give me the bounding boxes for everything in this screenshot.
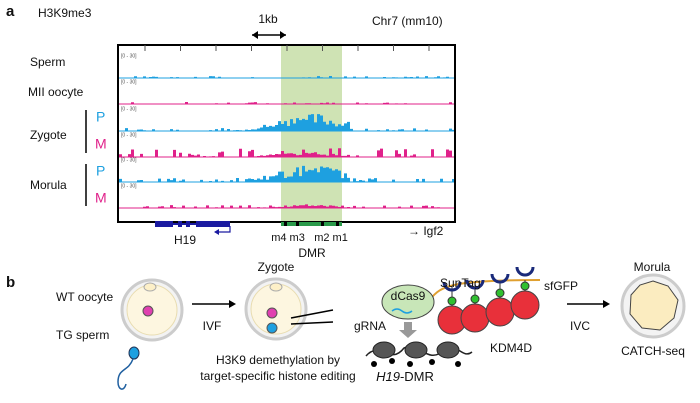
- antibody: [442, 281, 462, 292]
- track-signal: [119, 102, 455, 104]
- neighbor-label: → Igf2: [408, 224, 444, 238]
- sperm-label: TG sperm: [56, 328, 109, 342]
- locus-label: Chr7 (mm10): [372, 14, 443, 28]
- exon: [155, 221, 173, 227]
- tss-arrow: [218, 226, 231, 233]
- dcas9: [381, 284, 435, 320]
- track-signal: [119, 148, 455, 157]
- ruler: [144, 45, 430, 51]
- sample-label: MII oocyte: [28, 85, 84, 99]
- polar-body: [143, 282, 157, 292]
- zygote-label: Zygote: [258, 260, 295, 274]
- track-range: [0 - 30]: [121, 157, 137, 163]
- sperm-head: [128, 346, 140, 360]
- cpg-sites: [284, 222, 339, 226]
- exon: [178, 221, 182, 227]
- track-signal: [119, 165, 455, 182]
- antibody: [490, 273, 510, 284]
- target-suffix: -DMR: [400, 369, 434, 384]
- sample-label: Sperm: [30, 55, 65, 69]
- arrow-head: [229, 300, 236, 308]
- sfgfp: [520, 281, 530, 291]
- exon: [186, 221, 190, 227]
- mark-label: H3K9me3: [38, 6, 92, 20]
- editing-text: target-specific histone editing: [200, 369, 355, 383]
- site-label: m2 m1: [314, 232, 348, 244]
- sample-label: Morula: [30, 178, 67, 192]
- sfgfp: [447, 296, 457, 306]
- editing-text: H3K9 demethylation by: [216, 353, 340, 367]
- sperm-tail: [117, 358, 134, 390]
- panel-label: b: [6, 274, 15, 291]
- tracks: [0 - 30] [0 - 30] [0 - 30] [0 - 30] [0 - 30]…: [119, 53, 455, 209]
- pipette: [290, 309, 334, 325]
- strand-label: P: [96, 109, 105, 125]
- step-label: IVC: [570, 319, 590, 333]
- track-range: [0 - 30]: [121, 132, 137, 138]
- sfgfp: [470, 294, 480, 304]
- methyl-marks: [371, 358, 461, 367]
- site-label: m4 m3: [271, 232, 305, 244]
- track-signal: [119, 204, 455, 208]
- track-signal: [119, 76, 455, 78]
- arrow-head: [603, 300, 610, 308]
- track-range: [0 - 30]: [121, 106, 137, 112]
- kdm4d: [510, 290, 540, 320]
- suntag-chain: [429, 279, 541, 301]
- pronucleus: [266, 322, 278, 334]
- oocyte-label: WT oocyte: [56, 290, 113, 304]
- morula-body: [629, 280, 679, 331]
- sfgfp: [495, 288, 505, 298]
- dmr-highlight: [281, 46, 342, 222]
- grna: [391, 308, 413, 314]
- polar-body: [269, 282, 283, 292]
- track-range: [0 - 30]: [121, 53, 137, 59]
- kdm4d: [485, 297, 515, 327]
- dcas9-label: dCas9: [391, 289, 426, 303]
- tss-arrow-head: [214, 229, 219, 235]
- kdm4d-complex: [437, 266, 540, 335]
- exon: [196, 221, 230, 227]
- scale-label: 1kb: [258, 12, 278, 26]
- antibody: [465, 279, 485, 290]
- assay-label: CATCH-seq: [621, 344, 685, 358]
- pronucleus: [266, 307, 278, 319]
- pronucleus: [142, 305, 154, 317]
- track-range: [0 - 30]: [121, 183, 137, 189]
- strand-label: P: [96, 163, 105, 179]
- strand-label: M: [95, 136, 107, 152]
- antibody: [515, 266, 535, 277]
- down-arrow: [399, 322, 417, 338]
- kdm4d: [460, 303, 490, 333]
- strand-label: M: [95, 190, 107, 206]
- target-label: H19-DMR: [376, 369, 434, 384]
- sfgfp-label: sfGFP: [544, 279, 578, 293]
- panel-label: a: [6, 3, 15, 20]
- track-signal: [119, 114, 455, 131]
- grna-label: gRNA: [354, 319, 386, 333]
- nucleosomes: [372, 341, 460, 359]
- gene-label: H19: [174, 233, 196, 247]
- track-range: [0 - 30]: [121, 79, 137, 85]
- step-label: IVF: [203, 319, 222, 333]
- kdm4d-label: KDM4D: [490, 341, 532, 355]
- sample-label: Zygote: [30, 128, 67, 142]
- dmr-label: DMR: [298, 246, 326, 260]
- target-gene: H19: [376, 369, 400, 384]
- dmr-bar: [281, 222, 342, 226]
- morula-label: Morula: [634, 260, 671, 274]
- suntag-label: SunTag: [440, 276, 481, 290]
